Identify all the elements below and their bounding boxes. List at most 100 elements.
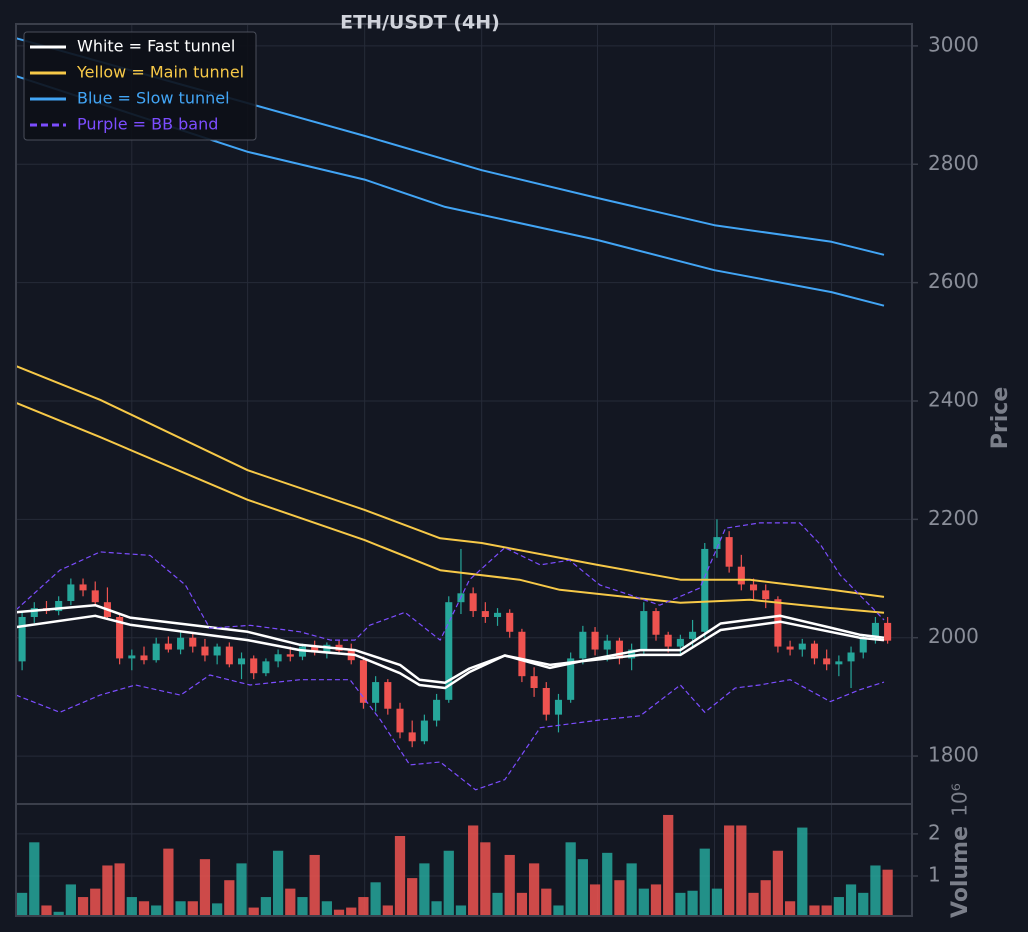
- volume-bar: [772, 850, 784, 916]
- candle-body: [18, 616, 26, 662]
- overlay-line: [15, 75, 885, 307]
- volume-axis-label: Volume: [948, 826, 973, 918]
- volume-bar: [528, 863, 540, 916]
- candle-body: [262, 661, 270, 674]
- volume-bar: [845, 884, 857, 916]
- volume-tick-label: 1: [928, 863, 941, 887]
- volume-bar: [321, 901, 332, 916]
- volume-bar: [236, 863, 247, 916]
- volume-bar: [736, 825, 747, 916]
- volume-tick-label: 2: [928, 820, 941, 844]
- candle-body: [359, 660, 367, 703]
- y-tick-label: 2800: [928, 151, 979, 175]
- volume-bar: [431, 901, 442, 916]
- volume-bar: [419, 863, 430, 916]
- volume-bar: [858, 892, 869, 916]
- candle-body: [152, 643, 160, 661]
- volume-bar: [358, 897, 369, 916]
- candle-body: [713, 537, 721, 549]
- volume-bar: [614, 880, 625, 916]
- volume-bar: [285, 888, 296, 916]
- candle-body: [762, 590, 770, 600]
- plot-frame: [15, 23, 913, 917]
- volume-bar: [175, 901, 186, 916]
- volume-bar: [394, 836, 406, 916]
- candle-body: [835, 661, 843, 665]
- candle-body: [664, 634, 672, 647]
- candle-body: [286, 654, 294, 657]
- candle-body: [237, 658, 246, 665]
- candle-body: [798, 643, 806, 650]
- volume-bar: [797, 827, 808, 916]
- candle-body: [871, 622, 879, 639]
- volume-bar: [126, 897, 137, 916]
- candle-body: [542, 688, 550, 715]
- y-tick-label: 3000: [928, 32, 979, 56]
- y-tick-label: 2000: [928, 624, 979, 648]
- candle-body: [164, 643, 172, 650]
- candle-body: [859, 638, 867, 653]
- candle-body: [445, 602, 453, 700]
- candle-body: [652, 611, 660, 635]
- candle-body: [30, 608, 38, 617]
- candle-body: [884, 622, 892, 641]
- candle-body: [116, 616, 124, 659]
- candle-body: [701, 548, 709, 632]
- volume-bar: [663, 814, 674, 916]
- volume-bar: [650, 884, 662, 916]
- volume-bar: [199, 859, 211, 916]
- legend-label: Yellow = Main tunnel: [76, 63, 244, 82]
- volume-bar: [602, 852, 613, 916]
- volume-bar: [577, 859, 588, 916]
- volume-bar: [102, 865, 113, 916]
- volume-bar: [443, 850, 454, 916]
- overlay-line: [15, 365, 885, 598]
- volume-bar: [41, 905, 52, 916]
- overlay-line: [15, 603, 885, 684]
- candle-body: [225, 646, 233, 665]
- candle-body: [530, 676, 538, 689]
- candle-body: [823, 658, 831, 665]
- volume-bar: [468, 825, 479, 916]
- legend-label: Purple = BB band: [77, 115, 218, 134]
- volume-bar: [370, 882, 381, 916]
- volume-bar: [541, 888, 552, 916]
- volume-bar: [333, 909, 345, 916]
- candle-body: [628, 649, 636, 659]
- volume-bar: [114, 863, 125, 916]
- overlay-line: [15, 614, 885, 690]
- candle-body: [384, 682, 392, 709]
- marks: [15, 37, 893, 916]
- candle-body: [189, 637, 197, 647]
- volume-offset-label: 10⁶: [948, 783, 972, 816]
- candle-body: [518, 631, 526, 677]
- candle-body: [506, 612, 514, 632]
- volume-bar: [455, 905, 467, 916]
- legend-label: Blue = Slow tunnel: [77, 89, 230, 108]
- overlay-line: [15, 37, 885, 256]
- volume-bar: [711, 888, 723, 916]
- volume-bar: [163, 848, 174, 916]
- volume-bar: [16, 892, 28, 916]
- candle-body: [201, 646, 209, 656]
- y-tick-label: 2400: [928, 387, 979, 411]
- volume-bar: [65, 884, 76, 916]
- candle-body: [55, 601, 63, 612]
- volume-bar: [565, 842, 576, 916]
- candle-body: [372, 682, 380, 703]
- candle-body: [591, 631, 599, 650]
- volume-bar: [53, 911, 64, 916]
- candle-body: [725, 537, 733, 567]
- volume-bar: [626, 863, 637, 916]
- volume-bar: [248, 907, 259, 916]
- volume-bar: [492, 892, 503, 916]
- candle-body: [128, 655, 136, 659]
- volume-bar: [272, 850, 284, 916]
- volume-bar: [638, 888, 649, 916]
- volume-bar: [699, 848, 710, 916]
- candle-body: [91, 590, 99, 603]
- volume-bar: [77, 897, 89, 916]
- candle-body: [786, 646, 794, 650]
- volume-bar: [29, 842, 40, 916]
